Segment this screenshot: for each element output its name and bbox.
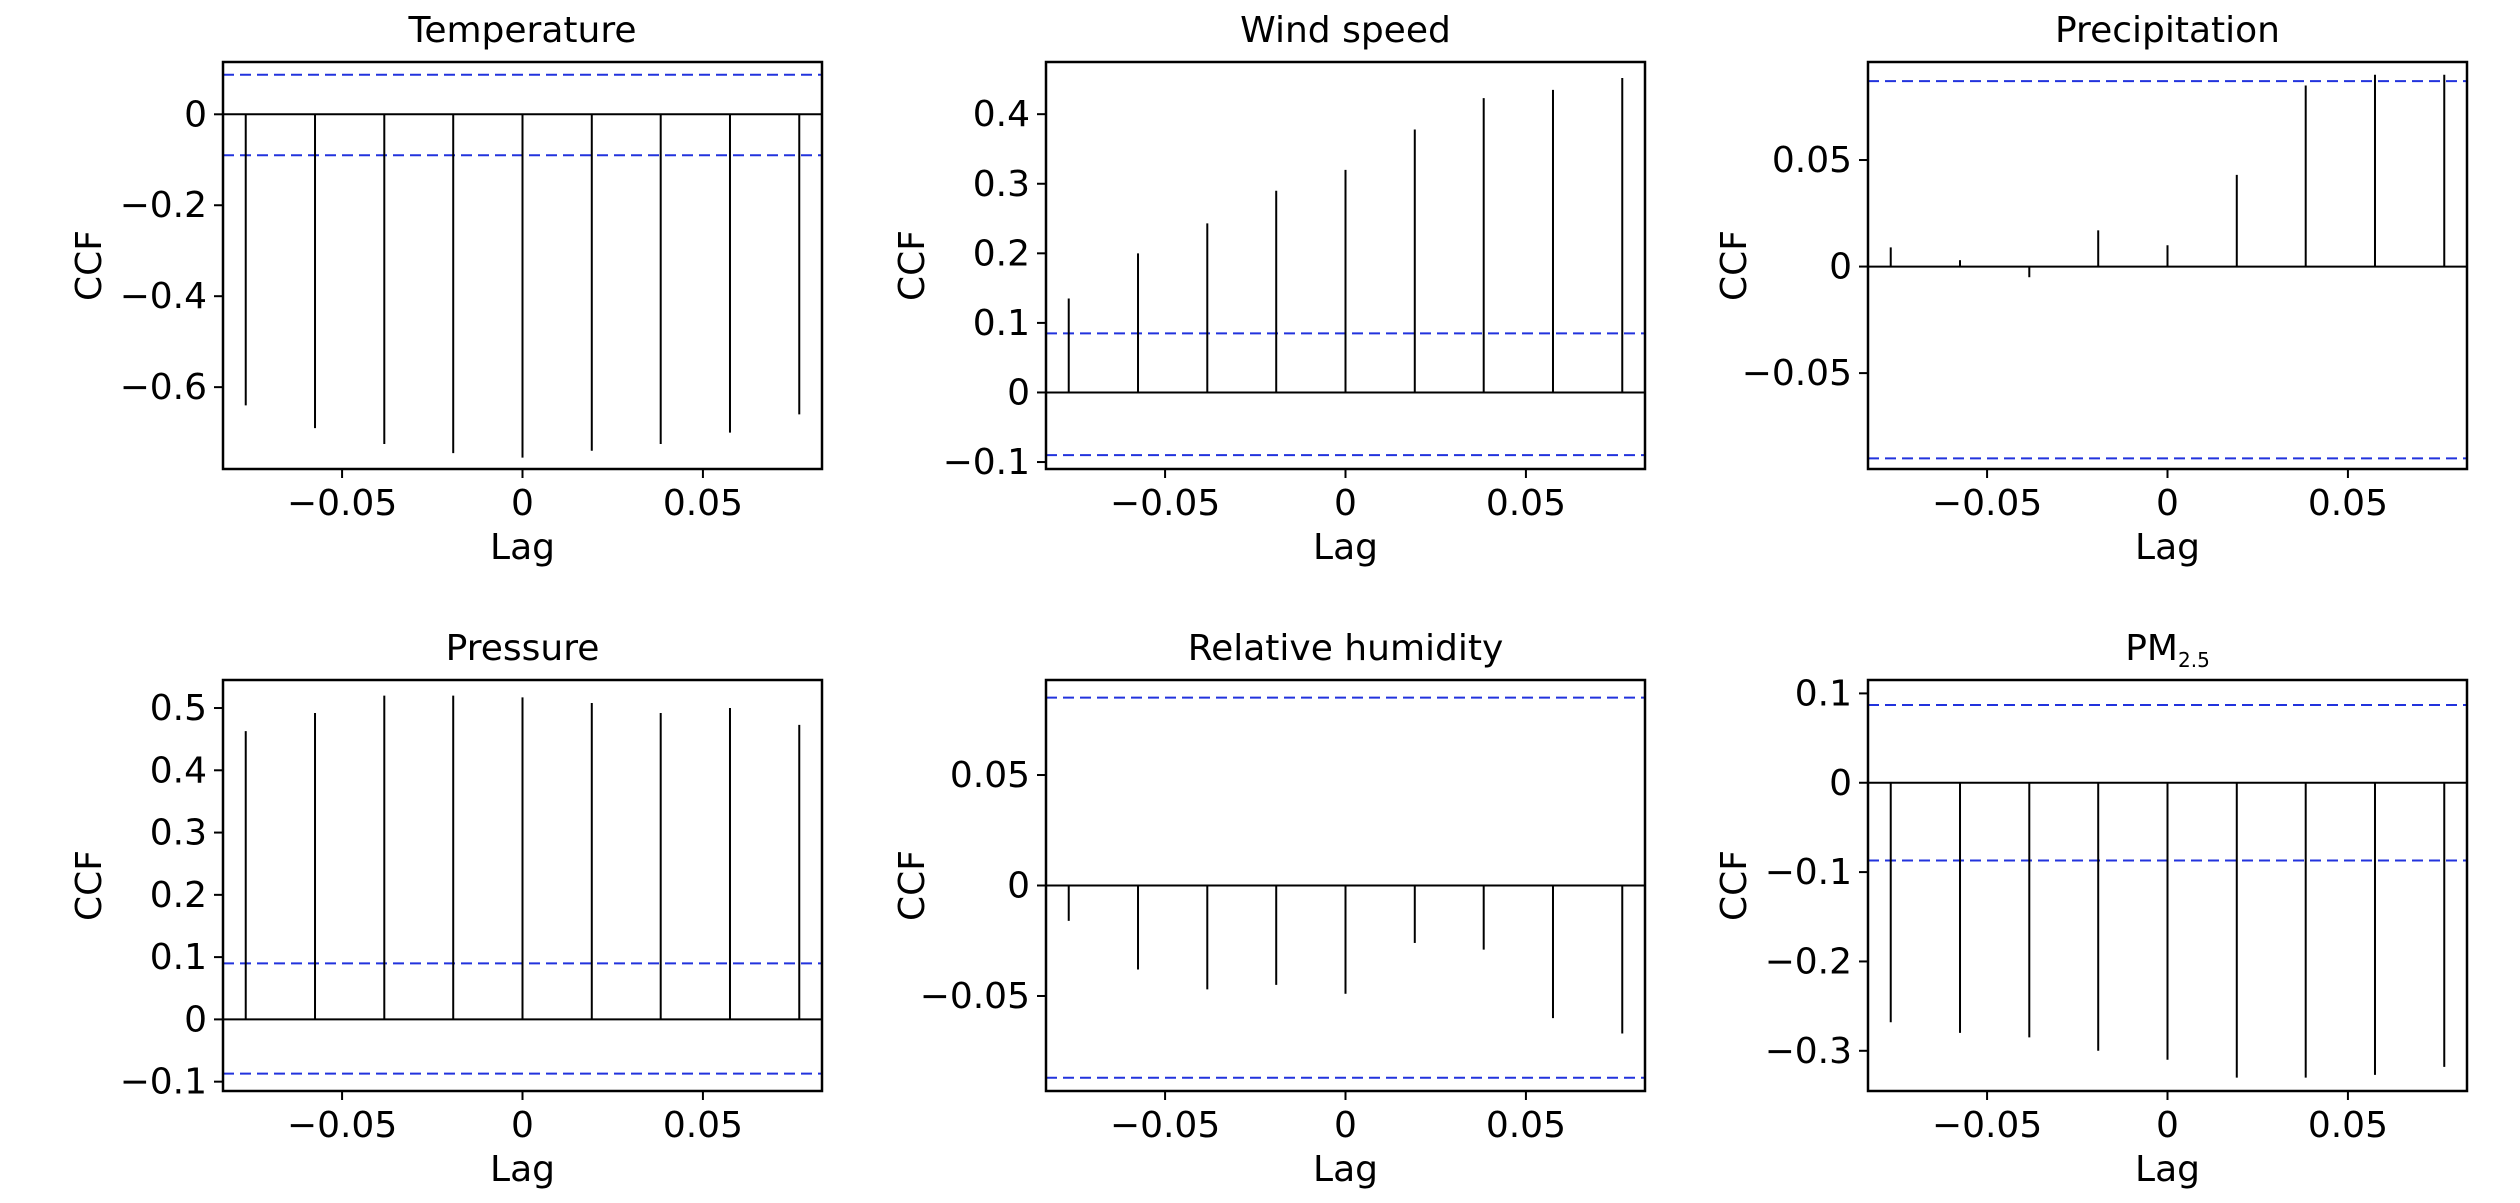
- panel-title-text: Temperature: [407, 10, 636, 51]
- y-tick-label: −0.1: [120, 1062, 207, 1103]
- y-tick-label: 0.2: [973, 233, 1030, 274]
- panel-title-text: Precipitation: [2055, 10, 2280, 51]
- x-tick-label: 0.05: [2308, 483, 2388, 524]
- panel-title: Relative humidity: [1188, 628, 1504, 669]
- y-tick-label: 0.5: [150, 688, 207, 729]
- y-tick-label: −0.4: [120, 276, 207, 317]
- y-tick-label: −0.3: [1765, 1031, 1852, 1072]
- y-tick-label: 0.05: [1772, 140, 1852, 181]
- x-tick-label: −0.05: [1932, 483, 2042, 524]
- y-tick-label: −0.05: [920, 976, 1030, 1017]
- y-tick-label: 0: [184, 999, 207, 1040]
- y-tick-label: −0.6: [120, 367, 207, 408]
- x-tick-label: −0.05: [1932, 1105, 2042, 1146]
- y-tick-label: 0.4: [973, 94, 1030, 135]
- y-tick-label: −0.2: [120, 185, 207, 226]
- x-tick-label: 0: [1334, 1105, 1357, 1146]
- y-axis-label: CCF: [1714, 230, 1755, 301]
- panel-title: PM2.5: [2125, 628, 2210, 672]
- y-tick-label: 0.4: [150, 750, 207, 791]
- ccf-panel: Precipitation −0.05 0 0.05 0.05 0 −0.05 Lag CCF: [1714, 10, 2469, 568]
- panel-title: Wind speed: [1240, 10, 1451, 51]
- x-axis-label: Lag: [490, 1149, 555, 1190]
- x-tick-label: 0: [2156, 483, 2179, 524]
- y-tick-label: 0.3: [973, 164, 1030, 205]
- y-tick-label: 0.1: [1795, 673, 1852, 714]
- y-tick-label: 0: [184, 94, 207, 135]
- y-tick-label: 0.05: [950, 755, 1030, 796]
- panel-title: Pressure: [446, 628, 600, 669]
- y-tick-label: 0.1: [150, 937, 207, 978]
- ccf-panel: PM2.5 −0.05 0 0.05 0.1 0 −0.1 −0.2 −0.3 Lag CCF: [1714, 628, 2469, 1190]
- x-axis-label: Lag: [2135, 527, 2200, 568]
- y-tick-label: −0.1: [1765, 852, 1852, 893]
- y-axis-label: CCF: [892, 230, 933, 301]
- y-tick-label: −0.05: [1742, 353, 1852, 394]
- y-tick-label: 0: [1829, 247, 1852, 288]
- y-tick-label: −0.1: [943, 442, 1030, 483]
- x-tick-label: 0.05: [663, 483, 743, 524]
- x-tick-label: −0.05: [1110, 1105, 1220, 1146]
- ccf-panel: Relative humidity −0.05 0 0.05 0.05 0 −0.05 Lag…: [892, 628, 1647, 1190]
- x-tick-label: 0.05: [1486, 483, 1566, 524]
- panel-title-text: Pressure: [446, 628, 600, 669]
- y-axis-label: CCF: [892, 850, 933, 921]
- panel-title-text: Wind speed: [1240, 10, 1451, 51]
- x-axis-label: Lag: [1313, 1149, 1378, 1190]
- x-axis-label: Lag: [1313, 527, 1378, 568]
- x-tick-label: 0: [2156, 1105, 2179, 1146]
- x-tick-label: −0.05: [287, 1105, 397, 1146]
- x-tick-label: 0.05: [1486, 1105, 1566, 1146]
- x-axis-label: Lag: [2135, 1149, 2200, 1190]
- y-tick-label: 0.1: [973, 303, 1030, 344]
- x-axis-label: Lag: [490, 527, 555, 568]
- y-axis-label: CCF: [69, 850, 110, 921]
- y-tick-label: 0.3: [150, 813, 207, 854]
- panel-title-subscript: 2.5: [2178, 648, 2210, 672]
- y-tick-label: 0: [1007, 372, 1030, 413]
- panel-title: Temperature: [407, 10, 636, 51]
- x-tick-label: 0.05: [663, 1105, 743, 1146]
- x-tick-label: −0.05: [1110, 483, 1220, 524]
- y-tick-label: 0.2: [150, 875, 207, 916]
- x-tick-label: 0: [511, 483, 534, 524]
- ccf-panel: Temperature −0.05 0 0.05 0 −0.2 −0.4 −0.6 Lag CCF: [69, 10, 824, 568]
- x-tick-label: 0.05: [2308, 1105, 2388, 1146]
- ccf-panel: Wind speed −0.05 0 0.05 −0.1 0 0.1 0.2 0.3 0.4 Lag…: [892, 10, 1647, 568]
- panel-title-text: Relative humidity: [1188, 628, 1504, 669]
- x-tick-label: −0.05: [287, 483, 397, 524]
- x-tick-label: 0: [1334, 483, 1357, 524]
- y-tick-label: −0.2: [1765, 941, 1852, 982]
- y-tick-label: 0: [1829, 763, 1852, 804]
- y-tick-label: 0: [1007, 866, 1030, 907]
- x-tick-label: 0: [511, 1105, 534, 1146]
- panel-title-text: PM: [2125, 628, 2178, 669]
- panel-title: Precipitation: [2055, 10, 2280, 51]
- ccf-panel: Pressure −0.05 0 0.05 0.5 0.4 0.3 0.2 0.1 0 −0.1 La…: [69, 628, 824, 1190]
- y-axis-label: CCF: [69, 230, 110, 301]
- y-axis-label: CCF: [1714, 850, 1755, 921]
